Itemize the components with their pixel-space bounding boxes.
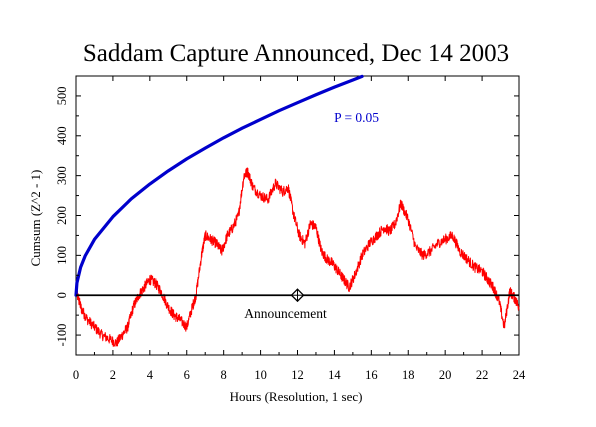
x-tick-label: 22	[476, 368, 489, 382]
x-tick-label: 20	[439, 368, 452, 382]
x-tick-label: 12	[291, 368, 304, 382]
y-tick-label: 200	[55, 206, 69, 225]
x-tick-label: 14	[328, 368, 341, 382]
series-line-probability	[74, 74, 364, 297]
plot-area: 0 2 4 6 8 10 12 14 16 18 20 22 24-100010020030040050…	[55, 74, 526, 382]
y-tick-label: 500	[55, 87, 69, 106]
x-tick-label: 6	[184, 368, 190, 382]
series-layer	[74, 74, 520, 347]
y-tick-label: -100	[55, 324, 69, 347]
y-axis-label: Cumsum (Z^2 - 1)	[28, 170, 43, 267]
x-tick-label: 18	[402, 368, 415, 382]
probability-label: P = 0.05	[334, 110, 379, 125]
ticks-layer: 0 2 4 6 8 10 12 14 16 18 20 22 24-100010020030040050…	[55, 75, 526, 382]
announcement-marker	[290, 288, 305, 303]
series-line-data	[75, 167, 520, 347]
x-tick-label: 24	[513, 368, 526, 382]
announcement-label: Announcement	[244, 306, 327, 321]
y-tick-label: 300	[55, 166, 69, 185]
x-axis-label: Hours (Resolution, 1 sec)	[230, 389, 363, 404]
x-tick-label: 0	[73, 368, 79, 382]
x-tick-label: 10	[254, 368, 267, 382]
y-tick-label: 400	[55, 126, 69, 145]
x-tick-label: 4	[147, 368, 154, 382]
x-tick-label: 8	[221, 368, 227, 382]
x-tick-label: 16	[365, 368, 378, 382]
chart-title: Saddam Capture Announced, Dec 14 2003	[83, 40, 509, 67]
y-tick-label: 100	[55, 246, 69, 265]
x-tick-label: 2	[110, 368, 116, 382]
y-tick-label: 0	[55, 292, 69, 298]
